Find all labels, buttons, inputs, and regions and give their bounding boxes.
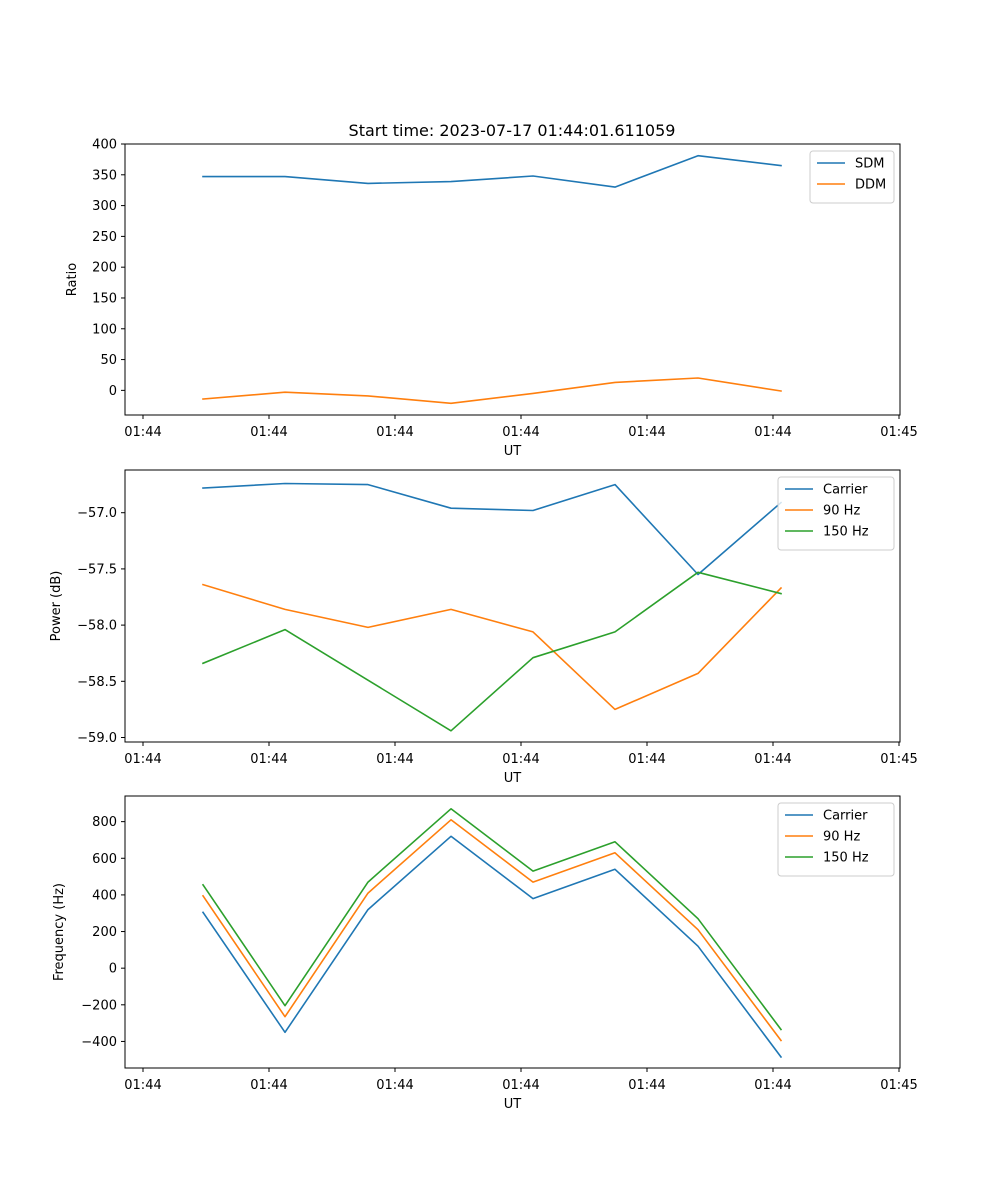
y-tick-label: −59.0 [77, 731, 117, 746]
x-tick-label: 01:45 [880, 425, 917, 440]
x-tick-label: 01:44 [502, 752, 539, 767]
chart-3: −400 −200 0 200 400 600 800 01:44 01:44 01:44 01:4… [52, 795, 918, 1112]
legend-label: Carrier [823, 483, 868, 498]
figure-title: Start time: 2023-07-17 01:44:01.611059 [349, 121, 676, 140]
y-tick-label: 400 [92, 138, 117, 153]
x-tick-label: 01:44 [502, 425, 539, 440]
series-line-150-hz [201, 571, 782, 732]
x-tick-label: 01:44 [376, 752, 413, 767]
y-axis-label: Frequency (Hz) [52, 883, 67, 981]
x-tick-label: 01:44 [376, 1078, 413, 1093]
y-tick-label: −200 [81, 998, 117, 1013]
legend-label: 90 Hz [823, 504, 860, 519]
legend: SDM DDM [809, 150, 895, 204]
series-line-sdm [202, 154, 782, 188]
x-tick-label: 01:44 [250, 1078, 287, 1093]
y-tick-label: −58.5 [77, 675, 117, 690]
x-tick-label: 01:44 [250, 425, 287, 440]
x-tick-label: 01:45 [880, 1078, 917, 1093]
y-axis-label: Power (dB) [49, 571, 64, 642]
x-tick-label: 01:44 [754, 752, 791, 767]
x-tick-label: 01:44 [628, 752, 665, 767]
y-tick-label: 200 [92, 925, 117, 940]
x-axis-label: UT [504, 1097, 522, 1112]
axes-frame [124, 143, 901, 416]
y-tick-label: 800 [92, 815, 117, 830]
series-line-carrier [201, 835, 783, 1059]
series-line-carrier [202, 482, 783, 576]
y-tick-label: 0 [109, 384, 117, 399]
legend-label: 150 Hz [823, 851, 869, 866]
y-tick-label: 150 [92, 291, 117, 306]
x-tick-label: 01:44 [124, 1078, 161, 1093]
x-tick-label: 01:44 [628, 425, 665, 440]
x-tick-label: 01:44 [754, 1078, 791, 1093]
y-tick-label: 250 [92, 230, 117, 245]
x-tick-label: 01:44 [124, 425, 161, 440]
x-tick-label: 01:44 [502, 1078, 539, 1093]
y-axis-label: Ratio [65, 263, 80, 296]
y-tick-label: 50 [100, 353, 117, 368]
legend: Carrier 90 Hz 150 Hz [777, 802, 895, 877]
x-tick-label: 01:44 [376, 425, 413, 440]
x-tick-label: 01:44 [628, 1078, 665, 1093]
chart-2: −59.0 −58.5 −58.0 −57.5 −57.0 01:44 01:44 01:44… [49, 469, 918, 786]
series-line-150-hz [201, 807, 783, 1031]
series-line-ddm [202, 377, 782, 405]
charts-group: 0 50 100 150 200 250 300 350 400 01:44 01:44 01:44 0… [49, 138, 918, 1113]
y-tick-label: 300 [92, 199, 117, 214]
legend-label: SDM [855, 157, 884, 172]
y-tick-label: −400 [81, 1035, 117, 1050]
series-line-90-hz [202, 583, 783, 711]
x-tick-label: 01:44 [754, 425, 791, 440]
y-tick-label: 350 [92, 168, 117, 183]
legend-label: DDM [855, 178, 886, 193]
chart-1: 0 50 100 150 200 250 300 350 400 01:44 01:44 01:44 0… [65, 138, 918, 460]
x-tick-label: 01:44 [124, 752, 161, 767]
y-tick-label: 100 [92, 322, 117, 337]
x-axis-label: UT [504, 444, 522, 459]
legend-label: 150 Hz [823, 525, 869, 540]
y-tick-label: −57.0 [77, 506, 117, 521]
legend-label: 90 Hz [823, 830, 860, 845]
axes-frame [124, 469, 901, 743]
legend-box [809, 150, 895, 204]
series-line-90-hz [201, 818, 783, 1042]
x-tick-label: 01:45 [880, 752, 917, 767]
x-tick-label: 01:44 [250, 752, 287, 767]
y-tick-label: −57.5 [77, 562, 117, 577]
y-tick-label: −58.0 [77, 619, 117, 634]
legend-label: Carrier [823, 809, 868, 824]
legend: Carrier 90 Hz 150 Hz [777, 476, 895, 551]
x-axis-label: UT [504, 771, 522, 786]
y-tick-label: 200 [92, 261, 117, 276]
y-tick-label: 600 [92, 852, 117, 867]
y-tick-label: 0 [109, 962, 117, 977]
y-tick-label: 400 [92, 888, 117, 903]
